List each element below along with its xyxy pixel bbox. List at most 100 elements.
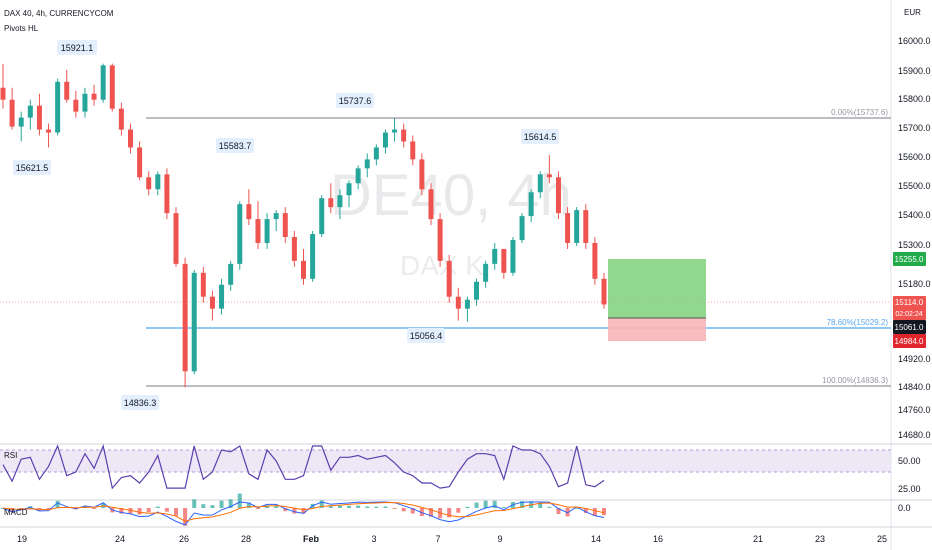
candle-body[interactable]	[173, 213, 179, 264]
macd-bar	[574, 507, 579, 509]
stop-zone[interactable]	[608, 318, 706, 341]
candle-body[interactable]	[155, 174, 161, 190]
candle-body[interactable]	[601, 278, 607, 305]
candle-body[interactable]	[510, 239, 516, 273]
candle-body[interactable]	[419, 159, 425, 190]
candle-body[interactable]	[455, 296, 461, 309]
candle-body[interactable]	[392, 129, 398, 133]
candle-body[interactable]	[64, 81, 70, 100]
rsi-label[interactable]: RSI	[4, 451, 17, 460]
svg-text:15583.7: 15583.7	[219, 141, 252, 151]
candle-body[interactable]	[164, 174, 170, 214]
candle-body[interactable]	[255, 219, 261, 243]
candle-body[interactable]	[373, 147, 379, 160]
macd-bar	[356, 505, 361, 508]
candle-body[interactable]	[437, 219, 443, 261]
candle-body[interactable]	[273, 213, 279, 220]
macd-bar	[592, 508, 597, 516]
candle-body[interactable]	[346, 183, 352, 196]
candle-body[interactable]	[428, 189, 434, 220]
candle-body[interactable]	[546, 174, 552, 178]
candle-body[interactable]	[492, 248, 498, 264]
candle-body[interactable]	[127, 129, 133, 148]
candle-body[interactable]	[310, 234, 316, 279]
candle-body[interactable]	[55, 81, 61, 133]
candle-body[interactable]	[401, 129, 407, 142]
candle-body[interactable]	[474, 281, 480, 300]
candle-body[interactable]	[27, 105, 33, 118]
price-tick: 14680.0	[898, 430, 931, 440]
target-zone[interactable]	[608, 259, 706, 318]
price-tick: 15700.0	[898, 123, 931, 133]
candle-body[interactable]	[146, 177, 152, 190]
candle-body[interactable]	[246, 204, 252, 220]
candle-body[interactable]	[282, 213, 288, 237]
candle-body[interactable]	[410, 141, 416, 160]
candle-body[interactable]	[191, 272, 197, 372]
candle-body[interactable]	[200, 272, 206, 297]
macd-bar	[501, 506, 506, 508]
candle-body[interactable]	[528, 192, 534, 217]
rsi-line	[2, 443, 605, 490]
candle-body[interactable]	[0, 87, 6, 100]
macd-bar	[183, 508, 188, 526]
entry-price-badge[interactable]: 15061.0	[893, 320, 926, 334]
candle-body[interactable]	[219, 284, 225, 309]
candle-body[interactable]	[337, 195, 343, 208]
candle-body[interactable]	[82, 93, 88, 112]
candle-body[interactable]	[301, 260, 306, 279]
candle-body[interactable]	[9, 99, 15, 127]
candle-body[interactable]	[182, 263, 188, 372]
candle-body[interactable]	[209, 296, 215, 309]
candle-body[interactable]	[228, 263, 234, 285]
candle-body[interactable]	[501, 248, 507, 273]
price-tick: 16000.0	[898, 36, 931, 46]
candle-body[interactable]	[36, 105, 42, 130]
candle-body[interactable]	[91, 93, 97, 100]
candle-body[interactable]	[291, 237, 297, 261]
last-price-badge[interactable]: 15114.0 02:02:24	[893, 296, 926, 320]
candle-body[interactable]	[137, 147, 143, 178]
candles-group[interactable]	[0, 63, 607, 388]
candle-body[interactable]	[555, 177, 561, 214]
candle-body[interactable]	[364, 159, 370, 169]
candle-body[interactable]	[328, 198, 334, 208]
candle-body[interactable]	[592, 242, 598, 279]
macd-bar	[228, 499, 233, 508]
candle-body[interactable]	[574, 210, 580, 243]
candle-body[interactable]	[319, 198, 325, 235]
pivot-label-6: 15056.4	[407, 328, 445, 343]
candle-body[interactable]	[73, 99, 79, 112]
candle-body[interactable]	[118, 108, 124, 130]
candle-body[interactable]	[355, 168, 361, 184]
candle-body[interactable]	[100, 65, 106, 100]
candle-body[interactable]	[382, 132, 388, 148]
candle-body[interactable]	[583, 210, 589, 243]
candle-body[interactable]	[565, 213, 571, 243]
macd-label[interactable]: MACD	[4, 508, 28, 517]
candle-body[interactable]	[483, 263, 489, 282]
macd-bar	[201, 504, 206, 508]
macd-bar	[274, 506, 279, 508]
candle-body[interactable]	[446, 260, 452, 297]
candle-body[interactable]	[18, 117, 24, 127]
target-price-badge[interactable]: 15255.0	[893, 252, 926, 266]
candle-body[interactable]	[264, 219, 270, 243]
price-tick: 15900.0	[898, 66, 931, 76]
pivot-label-2: 15621.5	[13, 160, 51, 175]
candle-body[interactable]	[237, 204, 243, 264]
fib-label-mid: 78.60%(15029.2)	[827, 318, 889, 327]
currency-label[interactable]: EUR	[904, 8, 921, 17]
date-tick: 28	[241, 534, 251, 544]
stop-price-badge[interactable]: 14984.0	[893, 334, 926, 348]
macd-bar	[538, 502, 543, 508]
candle-body[interactable]	[519, 216, 525, 240]
macd-bar	[456, 508, 461, 513]
date-tick: 9	[497, 534, 502, 544]
rsi-tick: 50.00	[898, 456, 921, 466]
candle-body[interactable]	[537, 174, 543, 193]
candle-body[interactable]	[109, 65, 115, 109]
candle-body[interactable]	[46, 129, 52, 133]
candle-body[interactable]	[464, 299, 470, 309]
